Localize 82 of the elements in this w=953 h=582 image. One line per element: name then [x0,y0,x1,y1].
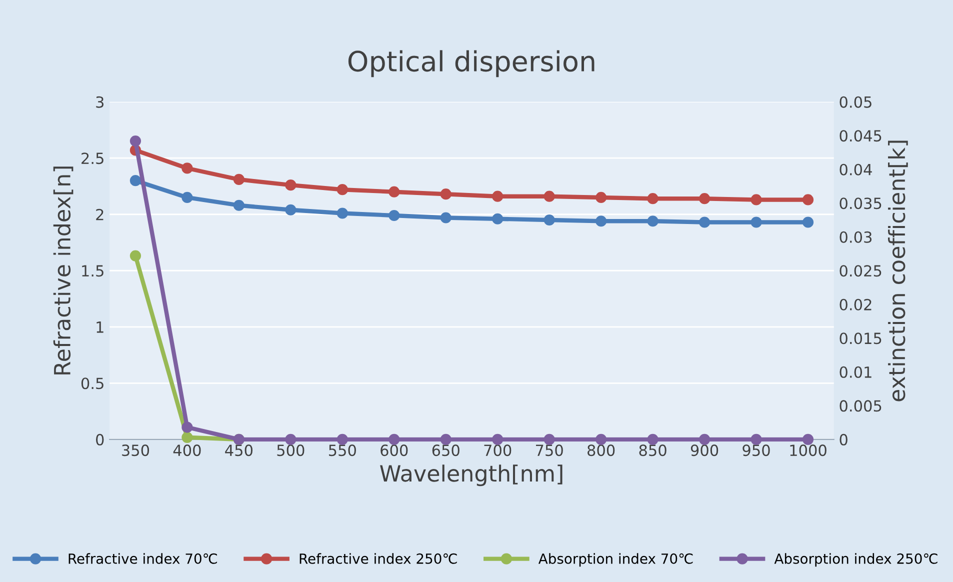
point [233,174,244,186]
x-tick-label: 550 [329,444,356,456]
x-tick-label: 650 [432,444,460,456]
y-tick-label: 2 [96,208,104,220]
point [596,216,607,227]
point [182,162,193,174]
point [698,216,710,228]
y2-tick-label: 0.05 [840,96,872,108]
point [336,434,348,445]
point [750,434,762,445]
legend-label: Absorption index 250℃ [774,553,938,567]
y2-tick-label: 0.005 [840,400,882,412]
point [492,434,504,445]
x-tick-label: 400 [173,444,201,456]
x-tick-label: 900 [690,444,718,456]
point [698,434,710,445]
x-tick-label: 1000 [790,444,826,456]
x-tick-label: 850 [639,444,666,456]
point [698,193,710,204]
point [285,180,296,191]
point [750,194,762,206]
y2-tick-label: 0.015 [840,332,882,344]
x-tick-label: 950 [742,444,770,456]
point [285,204,296,216]
x-tick-label: 700 [484,444,512,456]
chart-title: Optical dispersion [348,50,594,78]
point [130,175,142,186]
y2-tick-label: 0.045 [840,130,882,142]
x-tick-label: 500 [277,444,304,456]
x-tick-label: 350 [122,444,150,456]
point [802,194,814,206]
x-tick-label: 600 [380,444,408,456]
point [130,135,142,147]
point [647,216,658,227]
point [647,193,658,204]
point [596,434,607,445]
y-tick-label: 2.5 [82,152,104,164]
point [802,434,814,445]
point [130,250,142,262]
point [388,186,400,198]
point [182,192,193,204]
legend-label: Absorption index 70℃ [538,553,693,567]
y-tick-label: 1 [96,322,104,333]
point [336,184,348,196]
y2-tick-label: 0 [840,434,848,446]
y-tick-label: 3 [96,96,104,108]
point [182,422,193,433]
point [440,188,452,200]
point [388,434,400,445]
y-axis-title: Refractive index[n] [53,166,74,374]
point [336,208,348,219]
point [440,212,452,224]
y2-tick-label: 0.01 [840,366,872,378]
point [492,190,504,202]
x-tick-label: 750 [536,444,563,456]
point [544,214,555,226]
x-tick-label: 450 [225,444,252,456]
y2-tick-label: 0.02 [840,298,872,310]
point [647,434,658,445]
point [285,434,296,445]
point [492,213,504,224]
y2-tick-label: 0.04 [840,164,872,176]
point [802,216,814,228]
legend-label: Refractive index 70℃ [68,553,217,564]
y2-tick-label: 0.025 [840,265,882,277]
point [750,216,762,228]
point [182,432,193,443]
point [440,434,452,445]
point [388,210,400,222]
y-tick-label: 0 [96,434,104,446]
point [544,190,555,202]
legend-label: Refractive index 250℃ [300,553,457,564]
y-tick-label: 0.5 [81,378,104,390]
point [233,200,244,211]
y-tick-label: 1.5 [82,265,104,277]
y2-axis-title: extinction coefficient[k] [888,140,908,402]
x-tick-label: 800 [588,444,615,456]
y2-tick-label: 0.035 [840,198,882,210]
point [596,192,607,204]
point [544,434,555,445]
x-axis-title: Wavelength[nm] [380,464,562,486]
y2-tick-label: 0.03 [840,231,872,243]
